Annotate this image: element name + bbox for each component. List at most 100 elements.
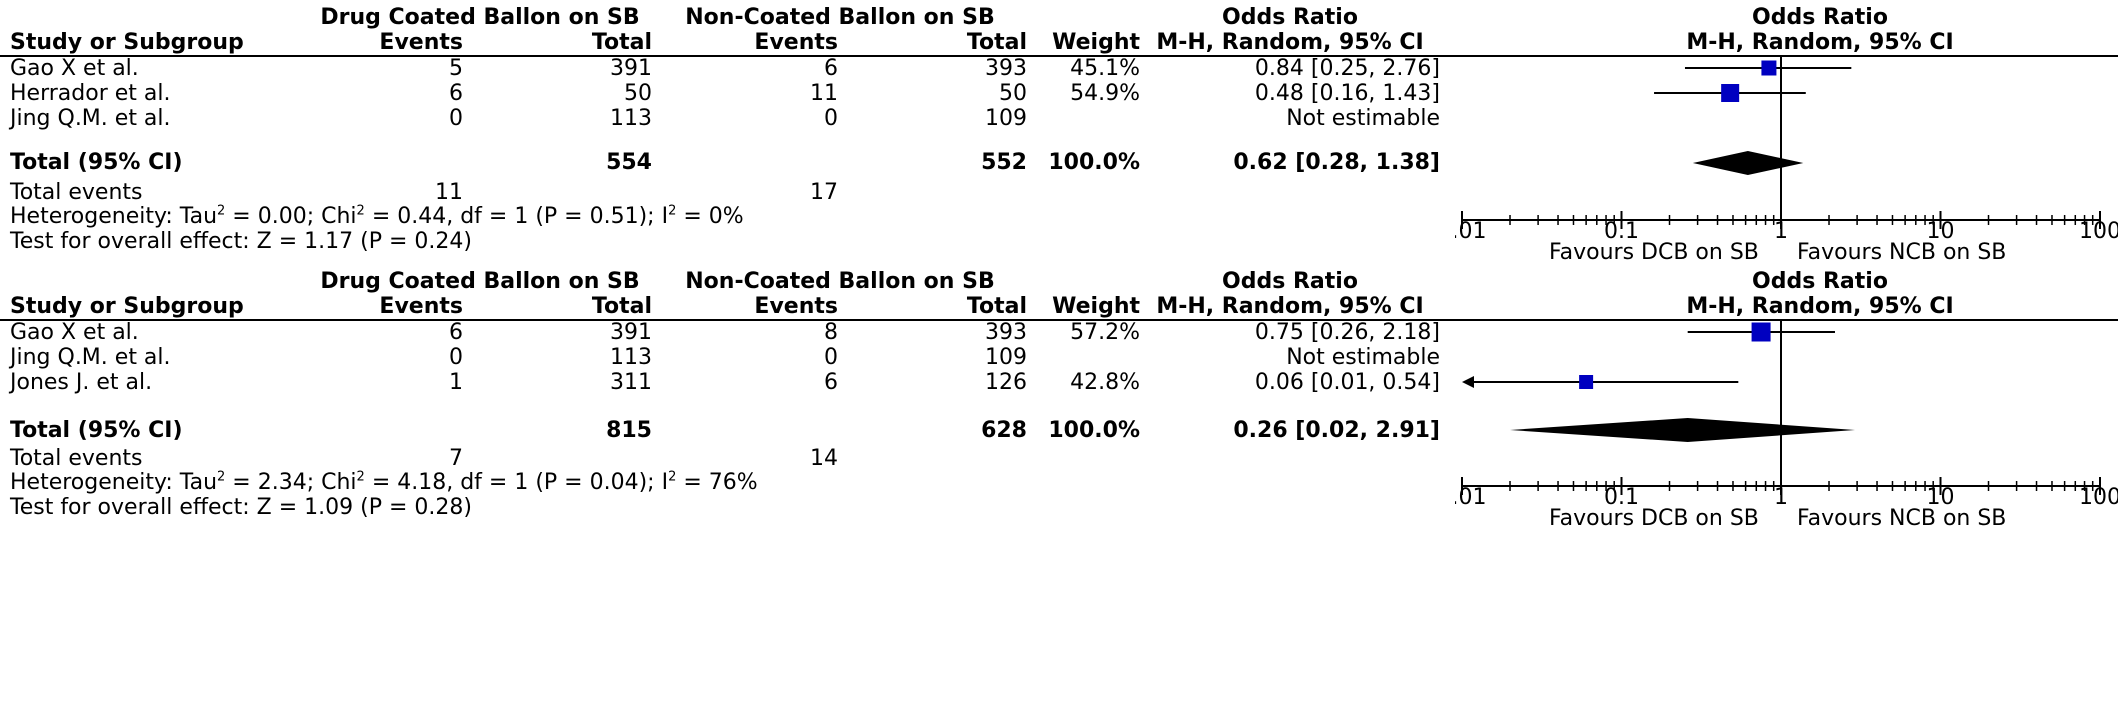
overall-effect-text: Test for overall effect: Z = 1.17 (P = 0… xyxy=(10,229,472,254)
ci-arrow xyxy=(1462,376,1474,388)
x-tick-label: 0.01 xyxy=(1455,219,1486,244)
plot-title: Odds Ratio xyxy=(1752,5,1888,30)
x-tick-label: 100 xyxy=(2079,485,2118,510)
overall-effect-text: Test for overall effect: Z = 1.09 (P = 0… xyxy=(10,495,472,520)
group1-header: Drug Coated Ballon on SB xyxy=(320,269,640,294)
col-total-1: Total xyxy=(591,30,652,55)
ci-text: Not estimable xyxy=(1286,345,1440,370)
study-marker xyxy=(1751,322,1771,342)
total-n2: 552 xyxy=(981,150,1027,175)
total-1: 311 xyxy=(610,370,652,395)
favours-right-label: Favours NCB on SB xyxy=(1797,506,2007,531)
total-1: 391 xyxy=(610,320,652,345)
forest-plot-2: 0.01 0.1 1 10 100 xyxy=(1455,319,2118,510)
events-1: 5 xyxy=(449,56,463,81)
plot-method: M-H, Random, 95% CI xyxy=(1686,294,1954,319)
col-events-1: Events xyxy=(379,30,463,55)
study-marker xyxy=(1579,375,1594,389)
events-2: 0 xyxy=(824,106,838,131)
total-2: 393 xyxy=(985,320,1027,345)
or-method: M-H, Random, 95% CI xyxy=(1156,30,1424,55)
events-1: 1 xyxy=(449,370,463,395)
study-name: Jing Q.M. et al. xyxy=(10,345,171,370)
total-events-2: 17 xyxy=(810,180,838,205)
favours-left-label: Favours DCB on SB xyxy=(1549,240,1759,265)
header-rule xyxy=(0,55,2118,57)
study-name: Herrador et al. xyxy=(10,81,171,106)
total-1: 391 xyxy=(610,56,652,81)
or-method: M-H, Random, 95% CI xyxy=(1156,294,1424,319)
ci-text: 0.75 [0.26, 2.18] xyxy=(1254,320,1440,345)
pooled-diamond xyxy=(1510,418,1855,442)
plot-method: M-H, Random, 95% CI xyxy=(1686,30,1954,55)
x-tick-label: 1 xyxy=(1774,485,1788,510)
events-1: 0 xyxy=(449,345,463,370)
total-events-2: 14 xyxy=(810,446,838,471)
total-events-1: 11 xyxy=(435,180,463,205)
total-1: 50 xyxy=(624,81,652,106)
group2-header: Non-Coated Ballon on SB xyxy=(685,269,995,294)
events-1: 6 xyxy=(449,320,463,345)
or-title: Odds Ratio xyxy=(1222,269,1358,294)
events-2: 6 xyxy=(824,56,838,81)
study-name: Jones J. et al. xyxy=(10,370,153,395)
total-2: 109 xyxy=(985,106,1027,131)
total-events-label: Total events xyxy=(10,446,143,471)
or-title: Odds Ratio xyxy=(1222,5,1358,30)
events-1: 6 xyxy=(449,81,463,106)
weight: 57.2% xyxy=(1070,320,1140,345)
study-marker xyxy=(1761,60,1777,76)
ci-text: 0.84 [0.25, 2.76] xyxy=(1254,56,1440,81)
forest-panel-1: Drug Coated Ballon on SB Non-Coated Ball… xyxy=(0,0,2118,356)
x-tick-label: 10 xyxy=(1927,219,1955,244)
total-2: 50 xyxy=(999,81,1027,106)
study-name: Jing Q.M. et al. xyxy=(10,106,171,131)
total-2: 393 xyxy=(985,56,1027,81)
total-label: Total (95% CI) xyxy=(10,150,183,175)
total-ci-text: 0.62 [0.28, 1.38] xyxy=(1233,150,1440,175)
ci-text: 0.48 [0.16, 1.43] xyxy=(1254,81,1440,106)
events-2: 11 xyxy=(810,81,838,106)
study-name: Gao X et al. xyxy=(10,56,139,81)
total-n1: 554 xyxy=(606,150,652,175)
forest-plot-1: 0.01 0.1 1 10 100 xyxy=(1455,55,2118,244)
col-total-1: Total xyxy=(591,294,652,319)
col-study: Study or Subgroup xyxy=(10,294,244,319)
col-total-2: Total xyxy=(966,294,1027,319)
ci-text: Not estimable xyxy=(1286,106,1440,131)
col-total-2: Total xyxy=(966,30,1027,55)
total-events-1: 7 xyxy=(449,446,463,471)
total-weight: 100.0% xyxy=(1048,418,1140,443)
x-tick-label: 0.01 xyxy=(1455,485,1486,510)
x-tick-label: 0.1 xyxy=(1604,219,1639,244)
total-label: Total (95% CI) xyxy=(10,418,183,443)
total-n1: 815 xyxy=(606,418,652,443)
heterogeneity-text: Heterogeneity: Tau2 = 2.34; Chi2 = 4.18,… xyxy=(10,469,758,495)
col-events-2: Events xyxy=(754,30,838,55)
col-events-2: Events xyxy=(754,294,838,319)
pooled-diamond xyxy=(1692,151,1804,175)
plot-title: Odds Ratio xyxy=(1752,269,1888,294)
events-2: 0 xyxy=(824,345,838,370)
total-n2: 628 xyxy=(981,418,1027,443)
col-events-1: Events xyxy=(379,294,463,319)
heterogeneity-text: Heterogeneity: Tau2 = 0.00; Chi2 = 0.44,… xyxy=(10,203,744,229)
x-tick-label: 1 xyxy=(1774,219,1788,244)
events-2: 8 xyxy=(824,320,838,345)
x-tick-label: 100 xyxy=(2079,219,2118,244)
col-weight: Weight xyxy=(1052,30,1140,55)
header-rule xyxy=(0,319,2118,321)
weight: 42.8% xyxy=(1070,370,1140,395)
x-tick-label: 0.1 xyxy=(1604,485,1639,510)
ci-text: 0.06 [0.01, 0.54] xyxy=(1254,370,1440,395)
total-2: 126 xyxy=(985,370,1027,395)
events-2: 6 xyxy=(824,370,838,395)
total-1: 113 xyxy=(610,106,652,131)
x-tick-label: 10 xyxy=(1927,485,1955,510)
total-weight: 100.0% xyxy=(1048,150,1140,175)
group1-header: Drug Coated Ballon on SB xyxy=(320,5,640,30)
favours-left-label: Favours DCB on SB xyxy=(1549,506,1759,531)
forest-panel-2: Drug Coated Ballon on SB Non-Coated Ball… xyxy=(0,264,2118,620)
col-study: Study or Subgroup xyxy=(10,30,244,55)
total-ci-text: 0.26 [0.02, 2.91] xyxy=(1233,418,1440,443)
